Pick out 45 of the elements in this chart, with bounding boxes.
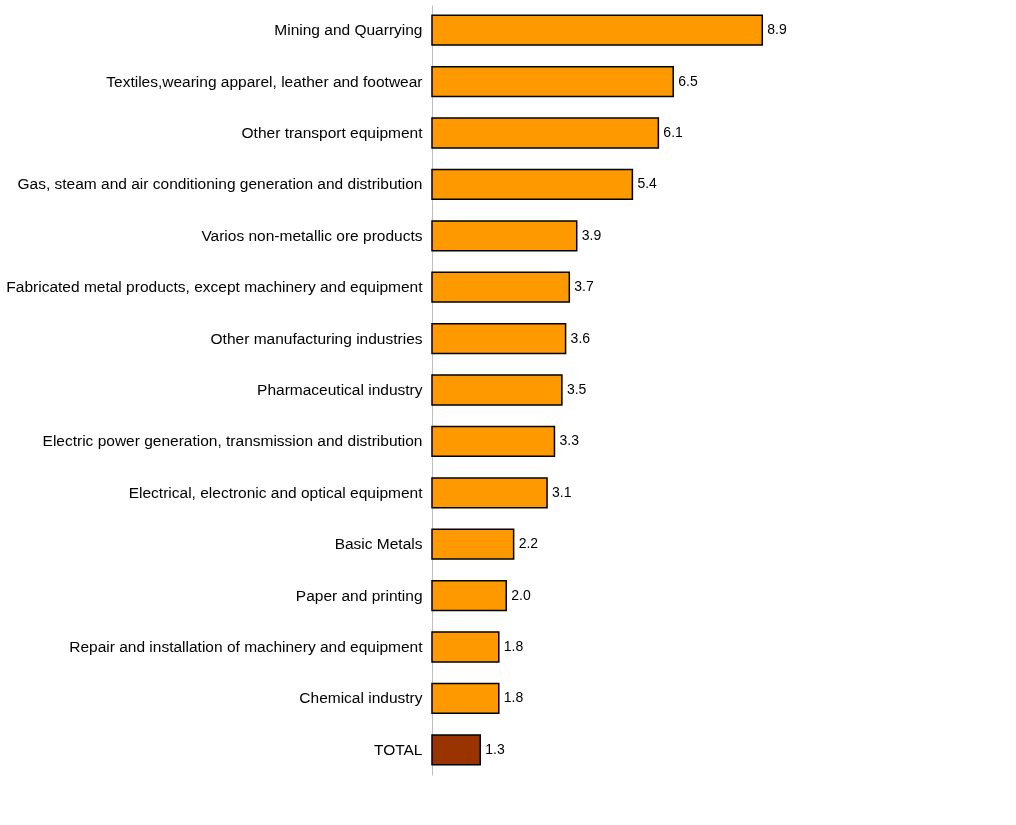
bar <box>431 579 507 612</box>
y-tick-label: Paper and printing <box>295 586 423 604</box>
y-tick-label: Gas, steam and air conditioning generation and distribution <box>17 175 423 193</box>
data-label: 6.1 <box>663 123 684 140</box>
y-tick-label: Fabricated metal products, except machinery and equipment <box>6 278 424 296</box>
data-label: 1.8 <box>503 638 524 655</box>
bar <box>431 65 674 98</box>
bar <box>431 220 578 252</box>
bar <box>431 682 500 715</box>
y-tick-label: Other transport equipment <box>241 123 424 141</box>
bar <box>431 374 563 406</box>
data-label: 3.5 <box>566 381 587 397</box>
y-tick-label: Electrical, electronic and optical equipment <box>128 483 424 501</box>
y-tick-label: Textiles,wearing apparel, leather and footwear <box>106 72 423 90</box>
data-label: 3.6 <box>570 329 591 346</box>
data-label: 1.8 <box>503 689 524 706</box>
bar <box>431 734 481 766</box>
bar <box>431 528 515 560</box>
bar <box>431 425 556 458</box>
data-label: 3.9 <box>581 226 602 243</box>
data-label: 2.2 <box>518 535 539 552</box>
bar <box>431 14 764 46</box>
bar <box>431 631 500 663</box>
bar <box>431 168 634 201</box>
y-tick-label: Varios non-metallic ore products <box>201 226 423 244</box>
y-tick-label: Basic Metals <box>334 535 423 553</box>
y-tick-label: Mining and Quarrying <box>274 21 423 39</box>
data-label: 3.3 <box>559 432 580 449</box>
data-label: 3.1 <box>552 483 572 500</box>
y-tick-label: Other manufacturing industries <box>210 329 423 347</box>
bar <box>431 322 567 355</box>
data-label: 1.3 <box>485 740 505 757</box>
y-tick-label: TOTAL <box>373 740 423 758</box>
bar <box>431 477 548 509</box>
data-label: 8.9 <box>767 21 787 38</box>
y-tick-label: Repair and installation of machinery and equipment <box>69 638 424 656</box>
y-tick-label: Electric power generation, transmission and distribution <box>42 432 423 450</box>
bar <box>431 271 571 303</box>
y-tick-label: Chemical industry <box>299 689 423 707</box>
data-label: 2.0 <box>511 586 531 603</box>
data-label: 3.7 <box>574 278 594 295</box>
data-label: 6.5 <box>678 72 698 89</box>
y-tick-label: Pharmaceutical industry <box>257 381 423 398</box>
data-label: 5.4 <box>637 175 658 192</box>
bar <box>431 117 660 149</box>
